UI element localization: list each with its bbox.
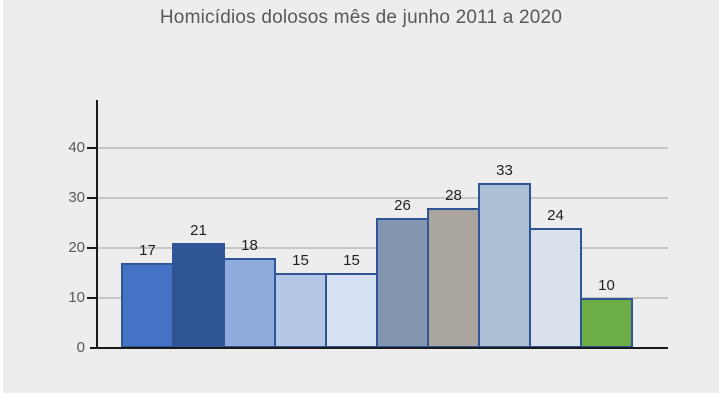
bar — [529, 228, 582, 348]
bar-value-label: 17 — [139, 242, 156, 259]
x-axis-line — [90, 347, 668, 349]
y-axis-tick — [87, 197, 96, 199]
y-axis-tick-label: 0 — [76, 339, 85, 356]
bar-value-label: 33 — [496, 162, 513, 179]
y-axis-tick — [87, 147, 96, 149]
y-axis-tick-label: 40 — [68, 139, 85, 156]
bar-value-label: 24 — [547, 207, 564, 224]
bar — [274, 273, 327, 348]
bar — [580, 298, 633, 348]
bar-value-label: 26 — [394, 197, 411, 214]
bar — [223, 258, 276, 348]
chart-title: Homicídios dolosos mês de junho 2011 a 2… — [159, 7, 563, 28]
bar — [376, 218, 429, 348]
y-axis-tick — [87, 297, 96, 299]
bar — [121, 263, 174, 348]
bar-value-label: 10 — [598, 277, 615, 294]
bar-value-label: 28 — [445, 187, 462, 204]
bar-value-label: 21 — [190, 222, 207, 239]
gridline — [96, 197, 668, 199]
gridline — [96, 147, 668, 149]
y-axis-tick-label: 10 — [68, 289, 85, 306]
y-axis-tick-label: 30 — [68, 189, 85, 206]
bar — [427, 208, 480, 348]
y-axis-tick — [87, 247, 96, 249]
plot-area: 0 10 20 30 40 17 21 18 15 15 26 28 33 24 10 — [3, 0, 719, 393]
bar-value-label: 18 — [241, 237, 258, 254]
y-axis-tick-label: 20 — [68, 239, 85, 256]
bar — [325, 273, 378, 348]
bar — [172, 243, 225, 348]
y-axis-line — [96, 100, 98, 349]
chart-panel: Homicídios dolosos mês de junho 2011 a 2… — [3, 0, 719, 393]
bar-value-label: 15 — [292, 252, 309, 269]
bar — [478, 183, 531, 348]
bar-value-label: 15 — [343, 252, 360, 269]
